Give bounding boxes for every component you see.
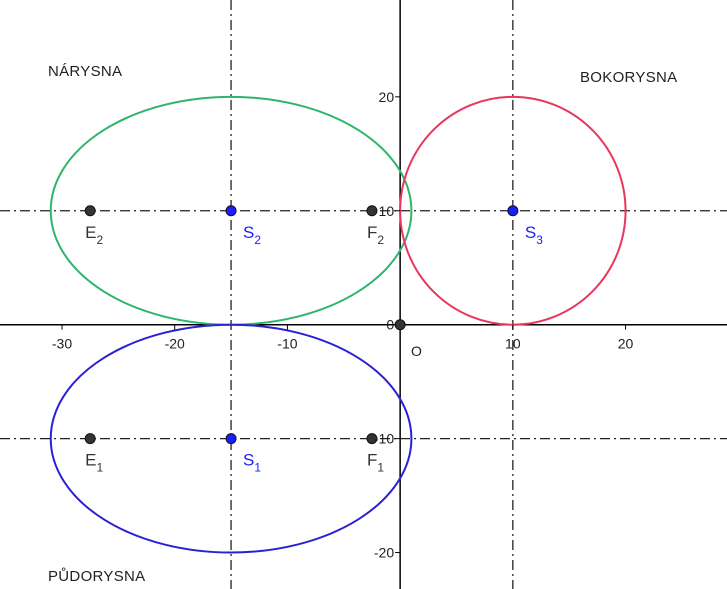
point-F2[interactable]	[366, 205, 378, 217]
origin-label: O	[411, 343, 422, 359]
point-label-S3: S3	[525, 223, 543, 247]
y-tick-label: 0	[386, 317, 394, 333]
point-label-F2: F2	[367, 223, 384, 247]
points: E2 S2 F2 S3 E1 S1 F1	[84, 205, 543, 475]
x-tick-label: -10	[277, 336, 297, 352]
y-tick-label: -20	[374, 545, 394, 561]
x-tick-label: 20	[618, 336, 634, 352]
point-S3[interactable]	[507, 205, 519, 217]
x-tick-label: -20	[165, 336, 185, 352]
region-label-pudorysna: PŮDORYSNA	[48, 567, 145, 585]
y-tick-label: -10	[374, 431, 394, 447]
point-S1[interactable]	[225, 433, 237, 445]
point-E2[interactable]	[84, 205, 96, 217]
point-S2[interactable]	[225, 205, 237, 217]
tick-labels: -30 -20 -10 10 20 20 10 0 -10 -20	[52, 89, 634, 561]
point-F1[interactable]	[366, 433, 378, 445]
x-tick-label: -30	[52, 336, 72, 352]
blue-ellipse	[49, 323, 413, 554]
point-O[interactable]	[394, 319, 406, 331]
point-E1[interactable]	[84, 433, 96, 445]
point-label-E1: E1	[85, 451, 103, 475]
y-tick-label: 20	[379, 89, 395, 105]
region-label-bokorysna: BOKORYSNA	[580, 69, 677, 86]
y-tick-label: 10	[379, 203, 395, 219]
region-label-narysna: NÁRYSNA	[48, 63, 122, 80]
point-label-S1: S1	[243, 451, 261, 475]
point-label-S2: S2	[243, 223, 261, 247]
x-tick-label: 10	[505, 336, 521, 352]
point-label-E2: E2	[85, 223, 103, 247]
point-label-F1: F1	[367, 451, 384, 475]
